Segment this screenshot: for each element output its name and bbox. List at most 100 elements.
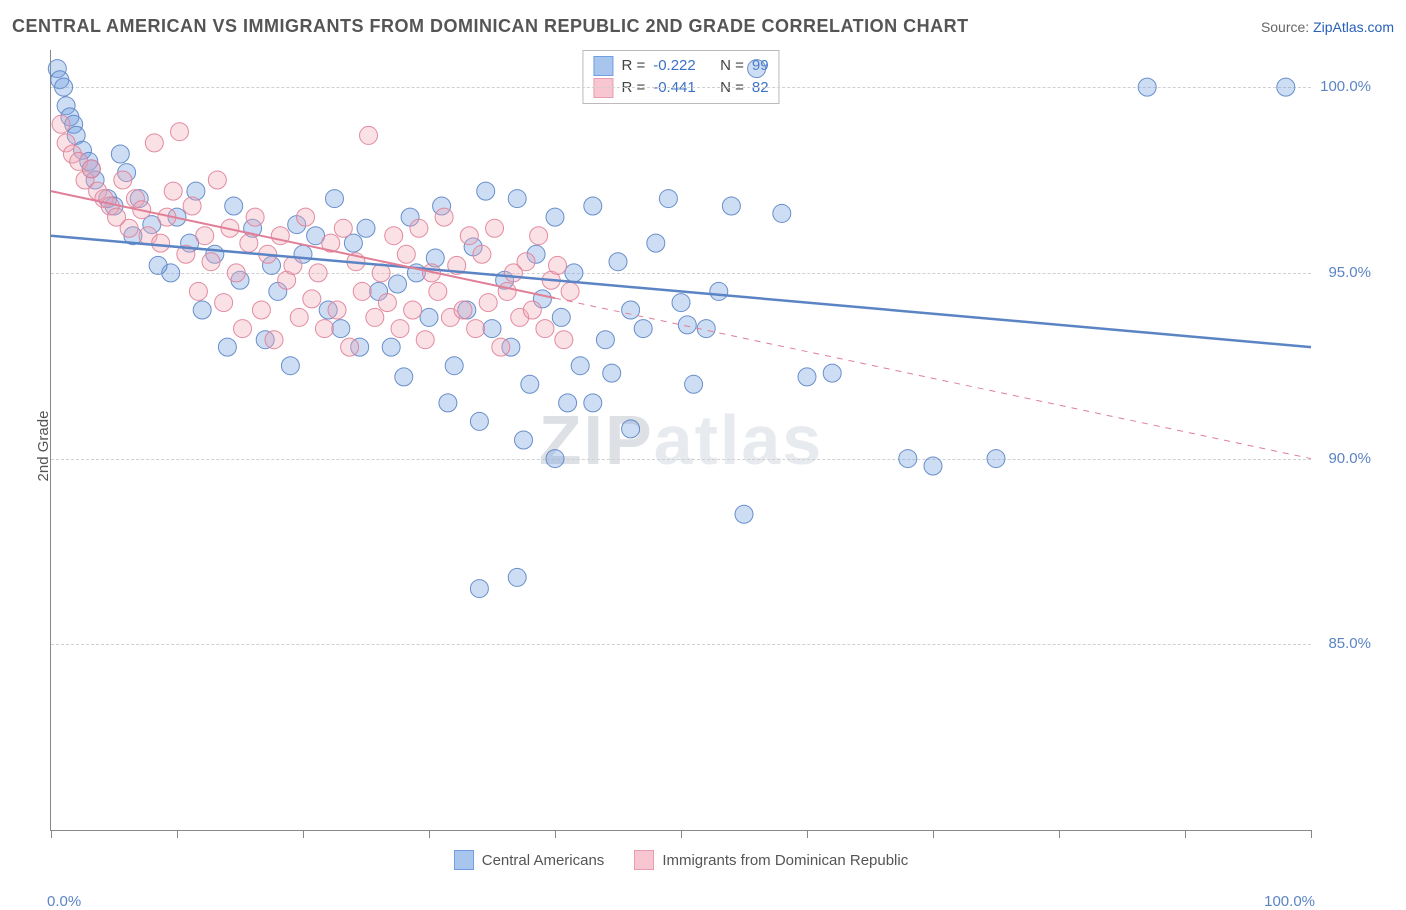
scatter-point [479, 294, 497, 312]
scatter-point [555, 331, 573, 349]
scatter-point [215, 294, 233, 312]
scatter-point [309, 264, 327, 282]
scatter-point [189, 282, 207, 300]
scatter-point [152, 234, 170, 252]
scatter-point [622, 420, 640, 438]
scatter-point [748, 60, 766, 78]
scatter-point [225, 197, 243, 215]
scatter-point [410, 219, 428, 237]
scatter-point [360, 126, 378, 144]
chart-container: { "title": "CENTRAL AMERICAN VS IMMIGRAN… [0, 0, 1406, 892]
scatter-point [171, 123, 189, 141]
y-tick-label: 90.0% [1328, 450, 1371, 467]
scatter-point [303, 290, 321, 308]
scatter-point [521, 375, 539, 393]
x-tick [933, 830, 934, 838]
trend-line-dashed [555, 298, 1311, 458]
x-tick [177, 830, 178, 838]
scatter-point [284, 256, 302, 274]
scatter-point [609, 253, 627, 271]
scatter-point [672, 294, 690, 312]
scatter-point [404, 301, 422, 319]
x-tick [51, 830, 52, 838]
y-tick-label: 85.0% [1328, 635, 1371, 652]
x-tick [1311, 830, 1312, 838]
scatter-point [530, 227, 548, 245]
y-tick-label: 95.0% [1328, 264, 1371, 281]
scatter-point [145, 134, 163, 152]
scatter-point [552, 308, 570, 326]
scatter-point [492, 338, 510, 356]
x-tick [555, 830, 556, 838]
scatter-point [685, 375, 703, 393]
scatter-point [460, 227, 478, 245]
scatter-point [328, 301, 346, 319]
scatter-point [391, 320, 409, 338]
legend-label-2: Immigrants from Dominican Republic [662, 852, 908, 869]
x-axis-min-label: 0.0% [47, 893, 81, 910]
scatter-point [234, 320, 252, 338]
scatter-point [678, 316, 696, 334]
legend-item-2: Immigrants from Dominican Republic [634, 850, 908, 870]
scatter-point [357, 219, 375, 237]
scatter-point [473, 245, 491, 263]
scatter-point [454, 301, 472, 319]
scatter-point [82, 160, 100, 178]
scatter-point [227, 264, 245, 282]
scatter-point [385, 227, 403, 245]
x-tick [1185, 830, 1186, 838]
scatter-point [596, 331, 614, 349]
scatter-point [823, 364, 841, 382]
scatter-point [149, 256, 167, 274]
scatter-point [483, 320, 501, 338]
scatter-point [196, 227, 214, 245]
scatter-point [798, 368, 816, 386]
scatter-point [1138, 78, 1156, 96]
scatter-point [265, 331, 283, 349]
scatter-point [536, 320, 554, 338]
chart-title: CENTRAL AMERICAN VS IMMIGRANTS FROM DOMI… [12, 16, 969, 37]
plot-area: ZIPatlas R = -0.222 N = 99 R = -0.441 N … [50, 50, 1311, 831]
scatter-point [297, 208, 315, 226]
y-tick-label: 100.0% [1320, 78, 1371, 95]
scatter-point [111, 145, 129, 163]
scatter-point [634, 320, 652, 338]
legend-bottom: 0.0% Central Americans Immigrants from D… [51, 850, 1311, 870]
x-tick [681, 830, 682, 838]
scatter-point [315, 320, 333, 338]
scatter-point [429, 282, 447, 300]
scatter-point [52, 115, 70, 133]
scatter-point [508, 568, 526, 586]
scatter-point [55, 78, 73, 96]
scatter-point [416, 331, 434, 349]
scatter-point [420, 308, 438, 326]
scatter-point [584, 197, 602, 215]
scatter-point [546, 208, 564, 226]
x-tick [303, 830, 304, 838]
scatter-point [164, 182, 182, 200]
scatter-point [603, 364, 621, 382]
legend-swatch-blue [454, 850, 474, 870]
scatter-point [246, 208, 264, 226]
legend-swatch-pink [634, 850, 654, 870]
scatter-point [240, 234, 258, 252]
scatter-point [252, 301, 270, 319]
scatter-point [114, 171, 132, 189]
legend-label-1: Central Americans [482, 852, 605, 869]
scatter-point [326, 190, 344, 208]
scatter-point [341, 338, 359, 356]
scatter-point [710, 282, 728, 300]
scatter-point [439, 394, 457, 412]
scatter-point [332, 320, 350, 338]
scatter-point [445, 357, 463, 375]
scatter-point [389, 275, 407, 293]
x-axis-max-label: 100.0% [1264, 893, 1315, 910]
scatter-point [899, 450, 917, 468]
scatter-point [353, 282, 371, 300]
scatter-point [647, 234, 665, 252]
scatter-point [523, 301, 541, 319]
scatter-point [584, 394, 602, 412]
source-link[interactable]: ZipAtlas.com [1313, 19, 1394, 35]
scatter-point [561, 282, 579, 300]
scatter-point [467, 320, 485, 338]
